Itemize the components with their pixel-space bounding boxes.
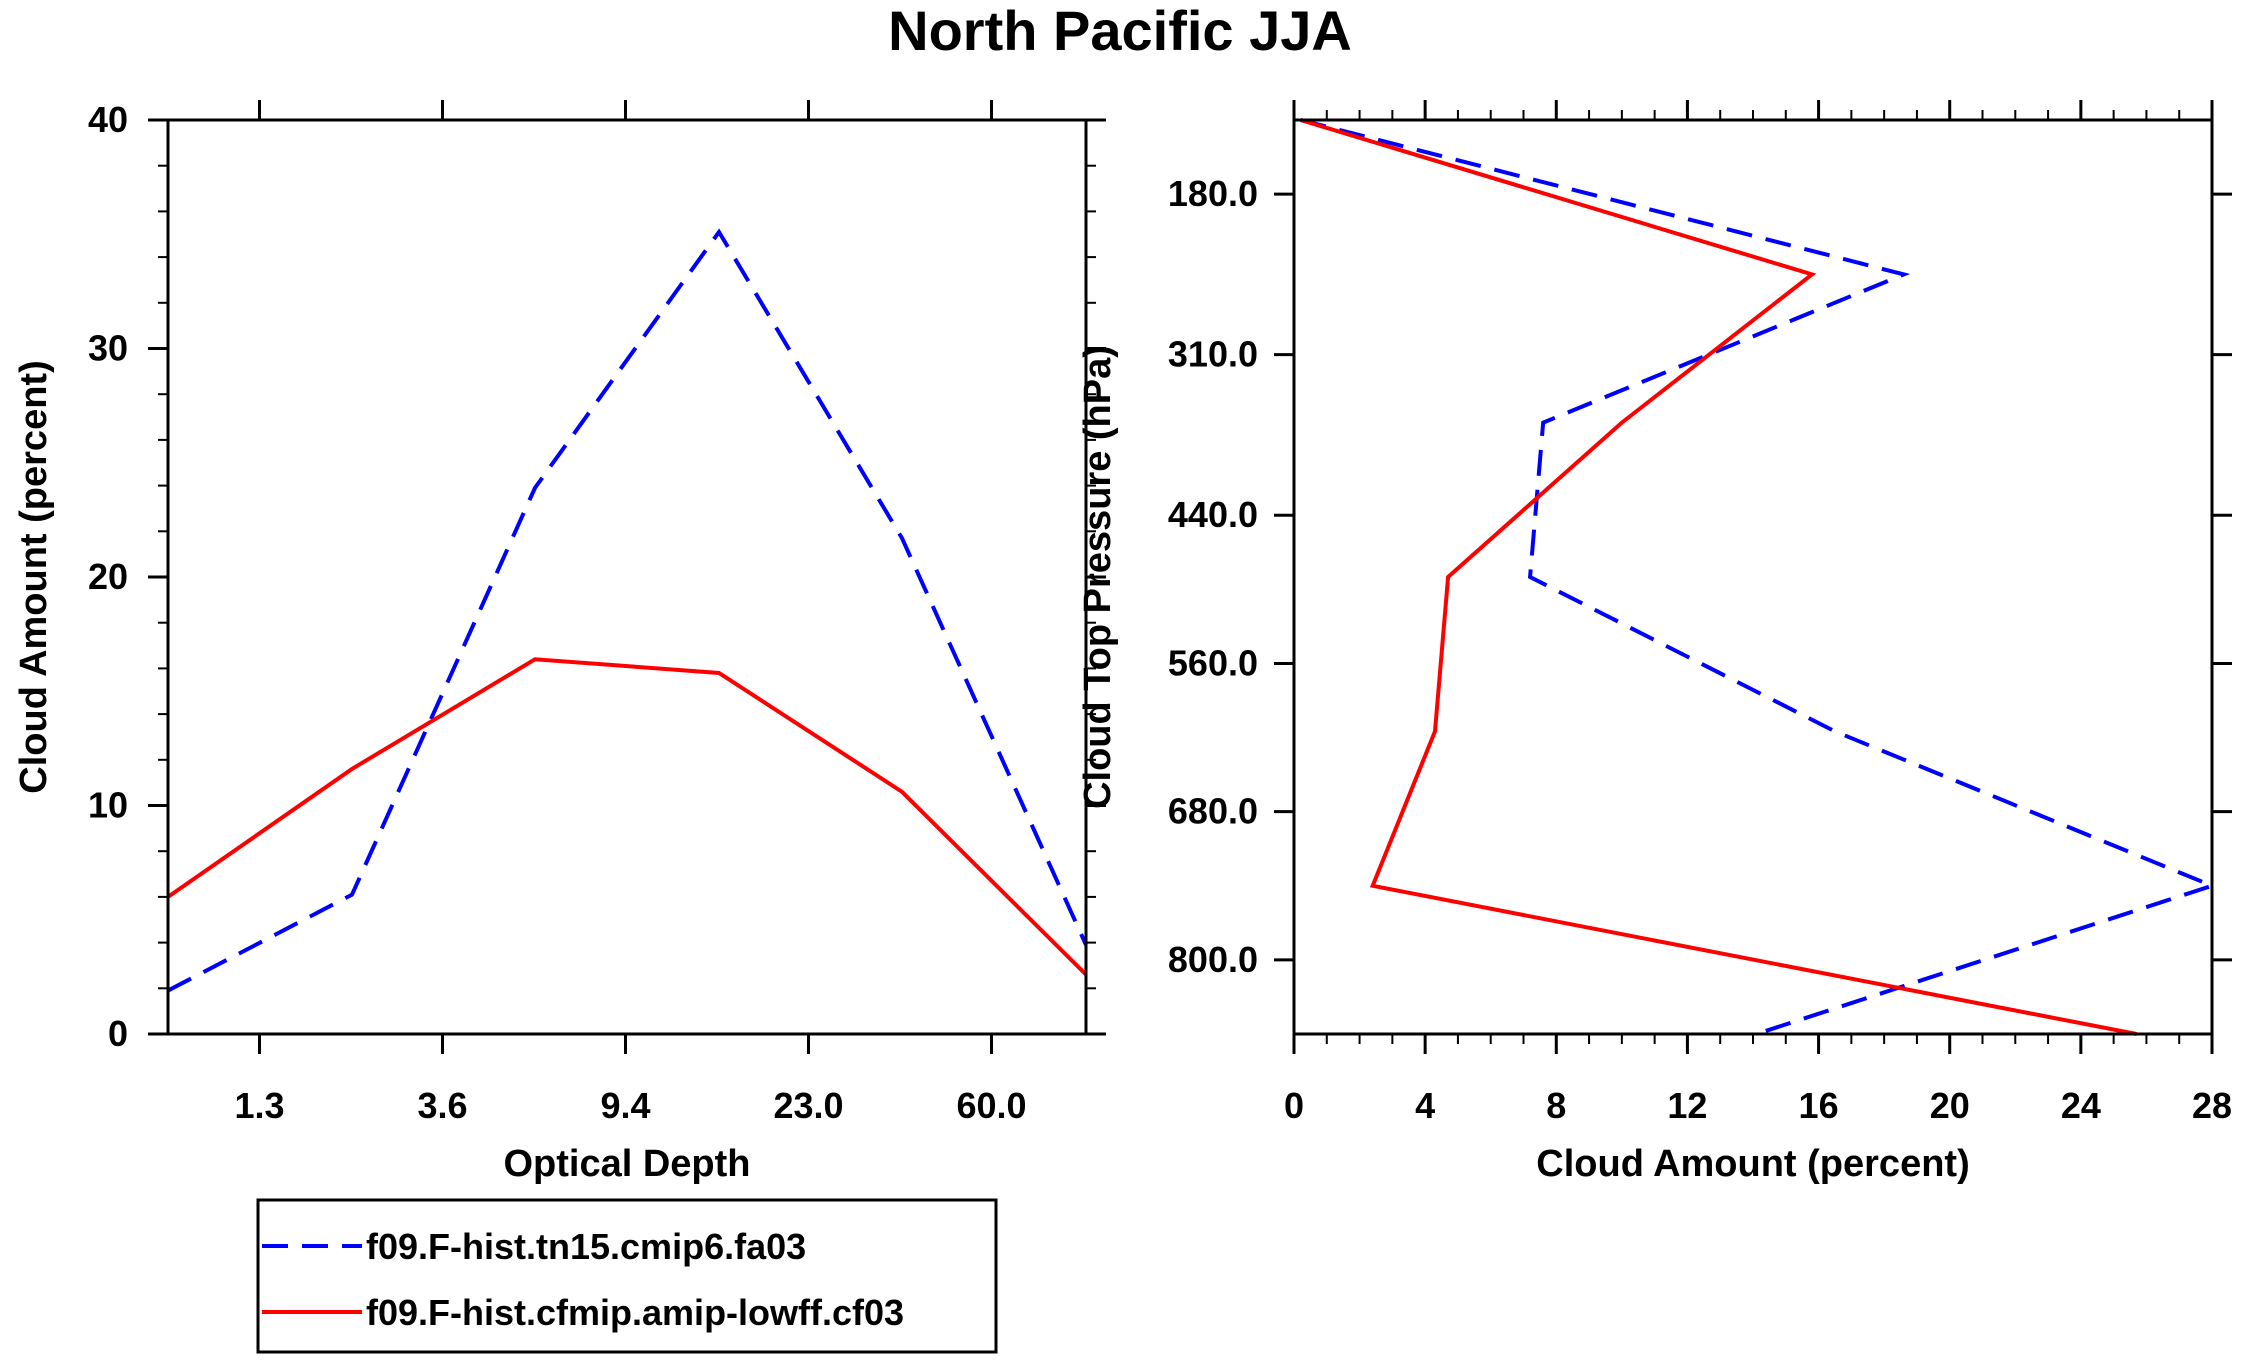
right-panel: 0 4 8 12 16 20 24 28 180.0 310.0 440.0 560.0 680.0 80… (1077, 100, 2232, 1185)
chart-title: North Pacific JJA (888, 0, 1352, 62)
right-x-tick-label: 4 (1415, 1085, 1435, 1126)
right-y-tick-label: 680.0 (1168, 791, 1258, 832)
left-series-lines (166, 228, 1088, 993)
left-tick-marks (148, 100, 1106, 1054)
right-x-axis-label: Cloud Amount (percent) (1536, 1143, 1969, 1185)
legend-label-1: f09.F-hist.cfmip.amip-lowff.cf03 (366, 1292, 904, 1333)
right-y-tick-label: 310.0 (1168, 334, 1258, 375)
left-tick-labels: 0 10 20 30 40 1.3 3.6 9.4 23.0 60.0 (88, 99, 1027, 1126)
right-y-tick-label: 440.0 (1168, 494, 1258, 535)
right-series-line-dashed (1300, 118, 2218, 1036)
left-series-line-solid (166, 657, 1088, 977)
right-x-tick-label: 8 (1546, 1085, 1566, 1126)
right-series-line-solid (1299, 118, 2137, 1036)
right-series-lines (1299, 118, 2218, 1036)
right-x-tick-label: 0 (1284, 1085, 1304, 1126)
right-tick-labels: 0 4 8 12 16 20 24 28 180.0 310.0 440.0 560.0 680.0 80… (1168, 173, 2232, 1126)
right-y-axis-label: Cloud Top Pressure (hPa) (1077, 345, 1119, 809)
left-y-tick-label: 40 (88, 99, 128, 140)
left-x-tick-label: 1.3 (234, 1085, 284, 1126)
legend-label-0: f09.F-hist.tn15.cmip6.fa03 (366, 1226, 806, 1267)
left-y-tick-label: 20 (88, 556, 128, 597)
right-y-tick-label: 800.0 (1168, 939, 1258, 980)
left-y-tick-label: 30 (88, 328, 128, 369)
legend-box (256, 1198, 998, 1354)
left-series-line-dashed (167, 228, 1088, 993)
right-x-tick-label: 24 (2061, 1085, 2101, 1126)
left-plot-frame (166, 118, 1088, 1036)
left-y-tick-label: 10 (88, 785, 128, 826)
left-x-tick-label: 60.0 (956, 1085, 1026, 1126)
left-x-tick-label: 9.4 (600, 1085, 650, 1126)
right-y-tick-label: 560.0 (1168, 642, 1258, 683)
left-x-axis-label: Optical Depth (503, 1143, 750, 1185)
right-plot-frame (1292, 118, 2214, 1036)
left-y-axis-label: Cloud Amount (percent) (13, 360, 55, 793)
left-x-tick-label: 3.6 (417, 1085, 467, 1126)
right-x-tick-label: 12 (1667, 1085, 1707, 1126)
right-y-tick-label: 180.0 (1168, 173, 1258, 214)
left-panel: 0 10 20 30 40 1.3 3.6 9.4 23.0 60.0 Optical Depth… (13, 99, 1106, 1185)
right-x-tick-label: 20 (1930, 1085, 1970, 1126)
right-x-tick-label: 16 (1799, 1085, 1839, 1126)
left-x-tick-label: 23.0 (773, 1085, 843, 1126)
legend: f09.F-hist.tn15.cmip6.fa03 f09.F-hist.cf… (256, 1198, 998, 1354)
right-x-tick-label: 28 (2192, 1085, 2232, 1126)
right-tick-marks (1274, 100, 2232, 1054)
left-y-tick-label: 0 (108, 1013, 128, 1054)
